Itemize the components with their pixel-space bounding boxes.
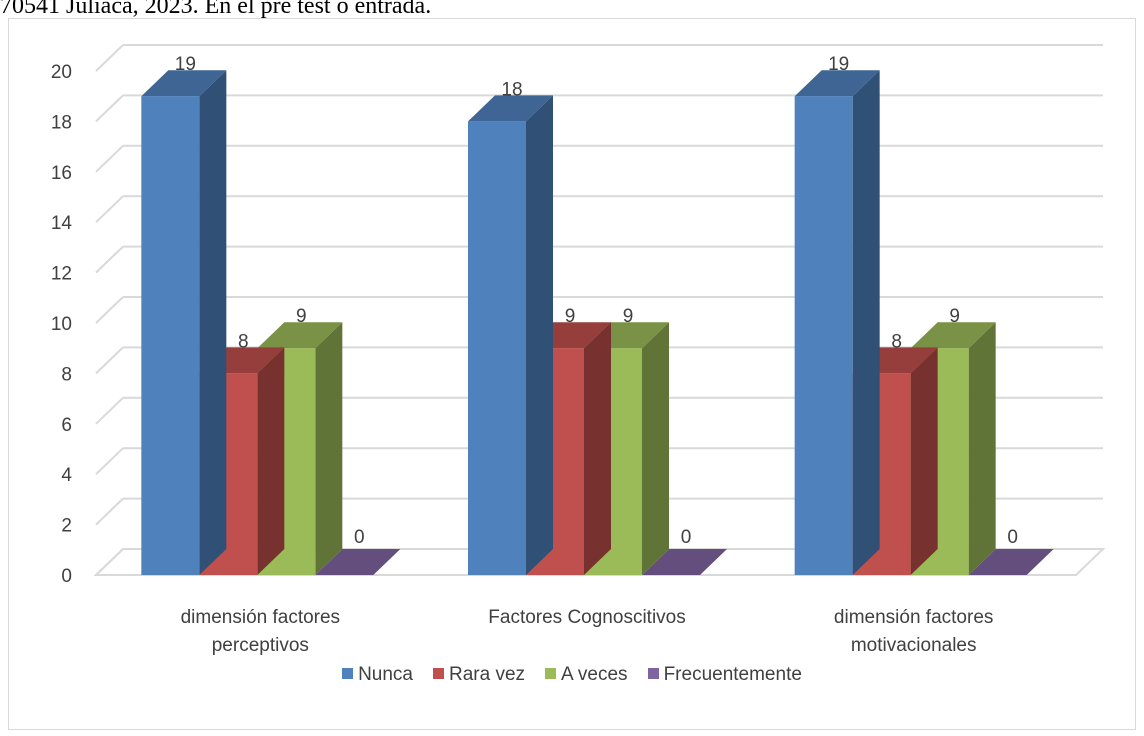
bar-front — [794, 96, 853, 575]
figure-caption: 70541 Juliaca, 2023. En el pre test o en… — [0, 0, 432, 19]
data-label: 18 — [501, 79, 522, 100]
bar-front — [468, 121, 526, 576]
x-category-label: dimensión factores — [181, 607, 340, 628]
y-tick-label: 0 — [61, 566, 72, 587]
data-label: 19 — [828, 54, 849, 75]
legend-swatch — [647, 668, 659, 679]
gridline-side — [95, 497, 124, 526]
bar-side — [199, 70, 227, 575]
x-category-label: perceptivos — [212, 635, 309, 656]
bar-top — [794, 70, 880, 97]
legend-item: Rara vez — [432, 664, 526, 686]
gridline-side — [95, 145, 124, 173]
bar-top — [257, 322, 343, 349]
bar-side — [584, 322, 611, 575]
legend-item: Nunca — [342, 664, 413, 686]
data-label: 0 — [681, 527, 692, 548]
legend-item: Frecuentemente — [647, 664, 802, 686]
gridline-side — [95, 346, 124, 375]
data-label: 9 — [949, 306, 960, 327]
gridline-side — [95, 245, 124, 274]
bar-side — [968, 322, 996, 575]
bar — [910, 322, 996, 575]
legend-label: A veces — [561, 664, 628, 685]
bar-top — [468, 95, 553, 122]
gridline-side — [95, 397, 124, 425]
bar-top — [141, 70, 227, 97]
y-tick-label: 18 — [51, 112, 72, 133]
bar-side — [852, 70, 880, 575]
bar — [468, 95, 553, 576]
y-tick-label: 6 — [61, 415, 72, 436]
bar-side — [526, 95, 553, 576]
legend-swatch — [545, 668, 557, 679]
y-tick-label: 8 — [61, 364, 72, 385]
bar-side — [257, 347, 285, 575]
y-tick-label: 10 — [51, 314, 72, 335]
bar-top — [315, 549, 401, 575]
y-tick-label: 14 — [51, 213, 73, 234]
legend-label: Rara vez — [448, 664, 526, 685]
y-tick-label: 4 — [61, 465, 72, 486]
legend-item: A veces — [545, 664, 628, 686]
legend-swatch — [342, 668, 354, 679]
x-category-label: motivacionales — [851, 635, 977, 656]
data-label: 19 — [175, 54, 196, 75]
data-label: 9 — [296, 306, 307, 327]
bar-top — [642, 549, 727, 575]
data-label: 9 — [623, 306, 634, 327]
bar — [642, 549, 727, 575]
bars — [141, 70, 1054, 576]
bar-side — [642, 322, 669, 575]
y-tick-label: 16 — [51, 163, 72, 184]
gridline-side — [95, 447, 124, 475]
chart-floor — [93, 548, 1106, 576]
bar-side — [910, 347, 938, 575]
data-label: 8 — [891, 331, 902, 352]
bar — [794, 70, 880, 575]
y-tick-label: 2 — [61, 516, 72, 537]
data-label: 9 — [565, 306, 576, 327]
bar-top — [910, 322, 996, 349]
gridline-side — [95, 296, 124, 324]
data-label: 0 — [354, 527, 365, 548]
bar-front — [141, 96, 200, 575]
bar-side — [315, 322, 343, 575]
x-category-label: dimensión factores — [834, 607, 993, 628]
y-tick-label: 12 — [51, 264, 72, 285]
chart-legend: Nunca Rara vez A veces Frecuentemente — [0, 664, 1144, 686]
y-tick-label: 20 — [51, 62, 72, 83]
bar — [141, 70, 227, 575]
gridline-side — [95, 94, 124, 123]
legend-label: Nunca — [358, 664, 413, 685]
legend-swatch — [432, 668, 444, 679]
data-label: 8 — [238, 331, 249, 352]
bar — [968, 549, 1054, 575]
x-category-label: Factores Cognoscitivos — [488, 607, 685, 628]
legend-label: Frecuentemente — [663, 664, 802, 685]
gridline-side — [95, 195, 124, 223]
data-label: 0 — [1007, 527, 1018, 548]
bar-top — [968, 549, 1054, 575]
gridline-side — [95, 44, 124, 72]
bar — [315, 549, 401, 575]
